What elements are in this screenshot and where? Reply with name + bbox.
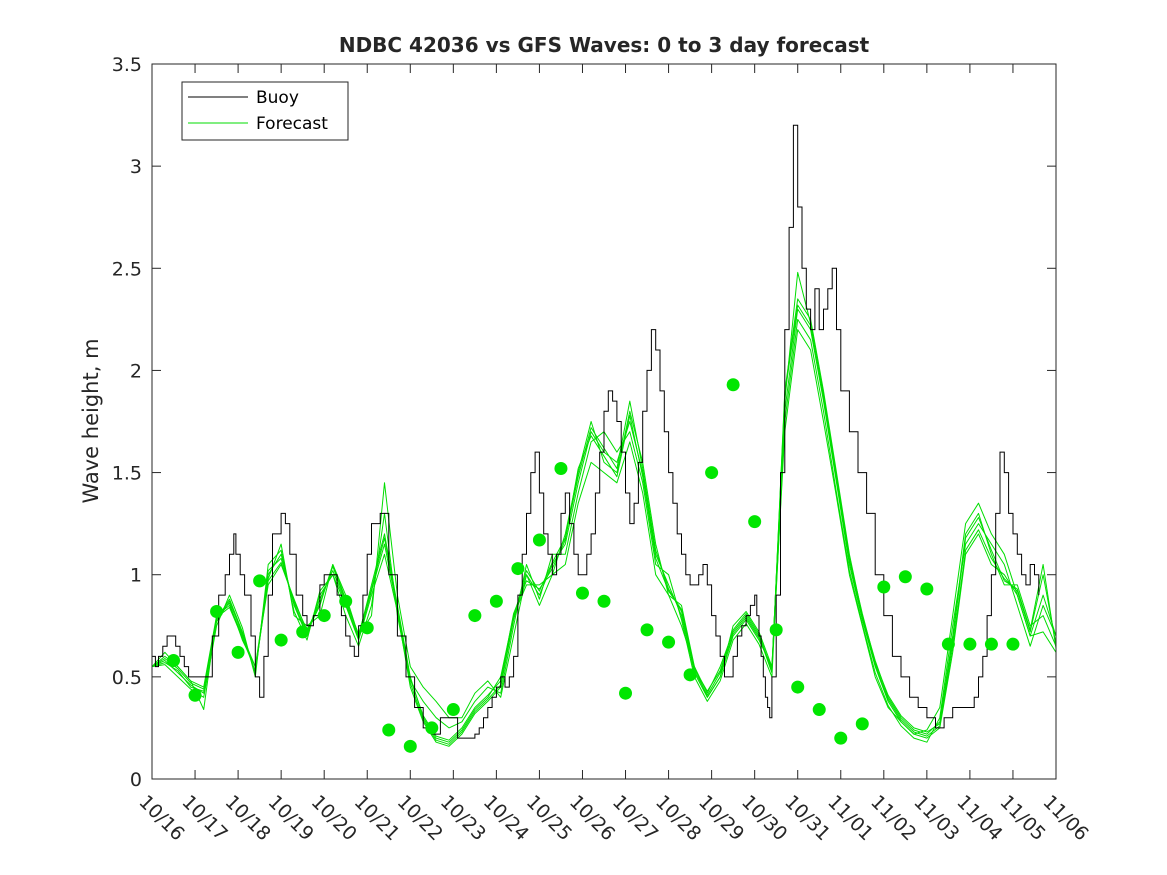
forecast-marker	[532, 533, 546, 547]
x-tick-label: 11/04	[952, 791, 1006, 845]
forecast-marker	[640, 623, 654, 637]
forecast-marker	[726, 378, 740, 392]
x-tick-label: 10/16	[134, 791, 188, 845]
x-tick-label: 11/05	[995, 791, 1049, 845]
x-tick-label: 10/24	[479, 791, 533, 845]
forecast-marker	[360, 621, 374, 635]
y-tick-label: 2.5	[112, 258, 142, 280]
y-tick-label: 0	[130, 769, 142, 791]
buoy-line	[152, 124, 1040, 739]
x-tick-label: 10/20	[307, 791, 361, 845]
x-tick-labels: 10/1610/1710/1810/1910/2010/2110/2210/23…	[134, 791, 1092, 845]
forecast-marker	[446, 703, 460, 717]
x-tick-label: 10/21	[350, 791, 404, 845]
forecast-marker	[877, 580, 891, 594]
forecast-line-1	[152, 308, 1056, 747]
x-tick-label: 10/23	[436, 791, 490, 845]
forecast-marker	[662, 635, 676, 649]
forecast-marker	[468, 609, 482, 623]
forecast-marker	[253, 574, 267, 588]
forecast-marker	[511, 562, 525, 576]
x-tick-label: 10/25	[522, 791, 576, 845]
forecast-marker	[188, 688, 202, 702]
forecast-marker	[210, 604, 224, 618]
forecast-marker	[898, 570, 912, 584]
forecast-marker	[812, 703, 826, 717]
x-tick-label: 10/26	[565, 791, 619, 845]
y-tick-label: 1.5	[112, 463, 142, 485]
x-tick-label: 10/18	[221, 791, 275, 845]
forecast-marker	[167, 654, 181, 668]
forecast-marker	[489, 594, 503, 608]
forecast-marker	[317, 609, 331, 623]
y-tick-label: 1	[130, 565, 142, 587]
y-tick-label: 3.5	[112, 54, 142, 76]
legend-forecast-label: Forecast	[256, 114, 328, 134]
forecast-marker	[339, 594, 353, 608]
forecast-marker	[984, 637, 998, 651]
legend-box	[181, 81, 349, 141]
chart-title: NDBC 42036 vs GFS Waves: 0 to 3 day fore…	[339, 33, 870, 57]
forecast-line-5	[152, 271, 1056, 745]
forecast-series	[152, 271, 1056, 747]
forecast-marker	[705, 466, 719, 480]
x-tick-label: 11/02	[866, 791, 920, 845]
x-tick-label: 10/29	[694, 791, 748, 845]
forecast-marker	[748, 515, 762, 529]
forecast-marker	[296, 625, 310, 639]
forecast-marker	[769, 623, 783, 637]
x-tick-label: 10/31	[780, 791, 834, 845]
forecast-markers	[167, 378, 1020, 753]
x-tick-label: 11/01	[823, 791, 877, 845]
forecast-marker	[963, 637, 977, 651]
y-axis-label: Wave height, m	[79, 338, 103, 503]
forecast-marker	[274, 633, 288, 647]
forecast-marker	[791, 680, 805, 694]
forecast-marker	[403, 739, 417, 753]
x-tick-label: 11/06	[1038, 791, 1092, 845]
x-tick-label: 10/22	[393, 791, 447, 845]
buoy-series	[152, 124, 1040, 739]
forecast-marker	[834, 731, 848, 745]
forecast-marker	[382, 723, 396, 737]
forecast-marker	[1006, 637, 1020, 651]
y-tick-label: 0.5	[112, 667, 142, 689]
forecast-marker	[575, 586, 589, 600]
forecast-marker	[941, 637, 955, 651]
y-tick-labels: 0 0.5 1 1.5 2 2.5 3 3.5	[112, 54, 142, 791]
legend: Buoy Forecast	[181, 81, 349, 141]
forecast-marker	[619, 686, 633, 700]
plot-frame	[151, 63, 1057, 780]
forecast-marker	[920, 582, 934, 596]
forecast-line-4	[152, 329, 1056, 735]
x-tick-label: 10/27	[608, 791, 662, 845]
forecast-marker	[231, 645, 245, 659]
forecast-marker	[425, 721, 439, 735]
forecast-marker	[597, 594, 611, 608]
forecast-line-6	[152, 304, 1056, 741]
x-tick-label: 10/28	[651, 791, 705, 845]
forecast-marker	[855, 717, 869, 731]
forecast-marker	[683, 668, 697, 682]
legend-buoy-label: Buoy	[256, 88, 299, 108]
x-tick-label: 11/03	[909, 791, 963, 845]
y-tick-label: 3	[130, 156, 142, 178]
x-tick-label: 10/19	[264, 791, 318, 845]
x-tick-label: 10/17	[178, 791, 232, 845]
y-tick-label: 2	[130, 360, 142, 382]
forecast-line-2	[152, 298, 1056, 743]
forecast-marker	[554, 461, 568, 475]
forecast-line-3	[152, 318, 1056, 743]
x-tick-label: 10/30	[737, 791, 791, 845]
axis-ticks	[151, 63, 1057, 780]
